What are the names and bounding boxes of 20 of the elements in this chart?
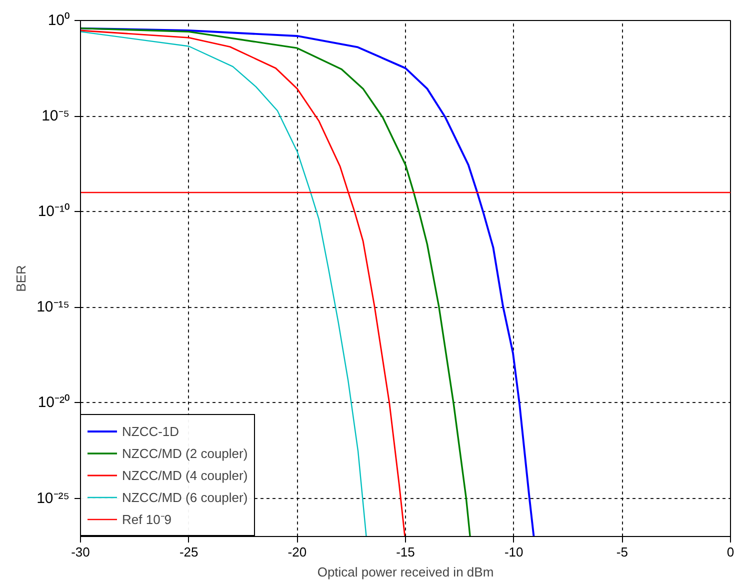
x-tick-label: -15 <box>396 544 415 560</box>
x-tick-label: 0 <box>726 544 734 560</box>
legend-label: NZCC-1D <box>122 424 180 438</box>
y-tick-label: 10⁻²⁵ <box>36 490 70 507</box>
y-tick-label: 10⁻²⁰ <box>38 394 70 412</box>
x-tick-label: -25 <box>179 544 198 560</box>
x-tick-label: -5 <box>616 544 628 560</box>
legend-label: NZCC/MD (2 coupler) <box>122 446 248 460</box>
y-axis-title: BER <box>14 265 29 292</box>
y-tick-label: 10⁻¹⁰ <box>38 203 70 220</box>
legend-label: NZCC/MD (4 coupler) <box>122 468 248 482</box>
y-tick-label: 10⁻¹⁵ <box>36 298 70 316</box>
x-tick-label: -10 <box>504 544 524 560</box>
y-tick-label: 10⁻⁵ <box>42 108 70 125</box>
x-axis-title: Optical power received in dBm <box>317 564 494 580</box>
x-tick-label: -30 <box>71 544 90 560</box>
legend-label: Ref 10⁻9 <box>122 511 172 528</box>
legend-label: NZCC/MD (6 coupler) <box>122 490 248 504</box>
y-tick-label: 10⁰ <box>48 12 70 29</box>
x-tick-label: -20 <box>288 544 307 560</box>
